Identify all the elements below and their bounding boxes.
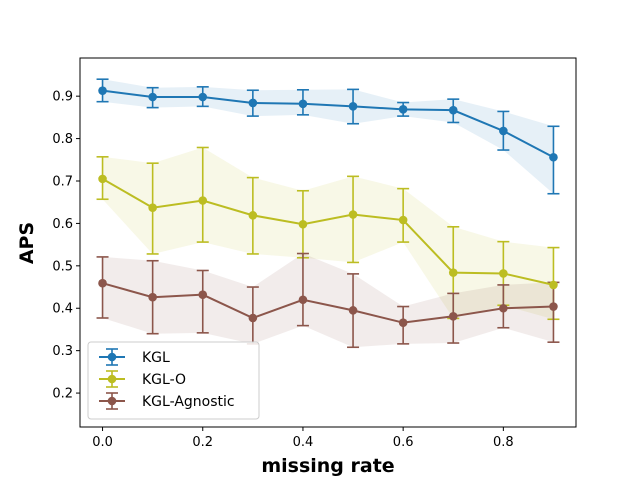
kgl-o-band: [102, 147, 554, 320]
plot-frame: [79, 57, 577, 428]
y-axis-title: APS: [16, 222, 38, 264]
y-tick-label: 0.7: [52, 175, 73, 190]
series-lines: [102, 89, 554, 324]
x-tick-label: 0.6: [393, 435, 414, 450]
legend-entry-kgl: KGL: [99, 348, 170, 366]
confidence-bands: [102, 79, 554, 348]
kgl-point: [98, 86, 107, 95]
kgl-o-line: [102, 178, 554, 286]
kgl-agnostic-point: [348, 306, 358, 315]
kgl-point: [549, 152, 558, 162]
kgl-o-point: [198, 196, 208, 205]
kgl-agnostic-errorbar: [196, 269, 209, 334]
legend-entry-kgl-agnostic: KGL-Agnostic: [99, 392, 235, 410]
kgl-o-errorbar: [397, 187, 410, 243]
kgl-agnostic-point: [198, 290, 208, 299]
kgl-agnostic-point: [248, 313, 258, 323]
kgl-o-point: [98, 174, 107, 184]
y-tick-label: 0.6: [52, 217, 73, 232]
kgl-agnostic-line: [102, 282, 554, 324]
kgl-agnostic-band: [102, 253, 554, 348]
legend: KGL KGL-O KGL-Agnostic: [87, 341, 260, 420]
kgl-agnostic-point: [148, 292, 157, 302]
kgl-line: [102, 89, 554, 159]
x-tick-label: 0.2: [192, 435, 213, 450]
kgl-o-point: [148, 203, 157, 213]
kgl-point: [398, 105, 408, 114]
y-tick-label: 0.3: [52, 344, 73, 359]
y-tick-label: 0.5: [52, 259, 73, 274]
kgl-band: [102, 79, 554, 194]
kgl-point: [348, 102, 358, 111]
legend-label: KGL: [142, 350, 170, 366]
x-tick-label: 0.0: [92, 435, 113, 450]
kgl-o-point: [398, 215, 408, 225]
kgl-o-point: [448, 268, 458, 277]
kgl-point: [298, 99, 308, 109]
kgl-agnostic-point: [448, 312, 458, 321]
kgl-o-point: [549, 280, 558, 290]
y-axis: 0.2 0.3 0.4 0.5 0.6 0.7 0.8 0.9: [52, 90, 80, 402]
kgl-o-errorbar: [196, 146, 209, 243]
kgl-point: [448, 105, 458, 115]
kgl-o-point: [248, 211, 258, 220]
y-tick-label: 0.2: [52, 387, 73, 402]
y-tick-label: 0.4: [52, 302, 73, 317]
kgl-o-point: [348, 210, 358, 219]
kgl-agnostic-point: [398, 318, 408, 327]
x-tick-label: 0.8: [493, 435, 514, 450]
kgl-agnostic-point: [298, 295, 308, 305]
legend-label: KGL-Agnostic: [142, 394, 235, 410]
kgl-point: [148, 92, 157, 102]
y-tick-label: 0.9: [52, 90, 73, 105]
legend-box: [87, 341, 260, 420]
x-tick-label: 0.4: [293, 435, 314, 450]
legend-entry-kgl-o: KGL-O: [99, 370, 186, 388]
kgl-point: [499, 126, 508, 136]
kgl-o-point: [499, 269, 508, 278]
kgl-agnostic-point: [98, 278, 107, 288]
x-axis-title: missing rate: [261, 455, 394, 477]
legend-label: KGL-O: [142, 372, 186, 388]
kgl-point: [248, 98, 258, 108]
kgl-o-errorbar: [347, 175, 360, 264]
y-tick-label: 0.8: [52, 132, 73, 147]
kgl-o-point: [298, 219, 308, 229]
series-points: [98, 86, 558, 327]
kgl-point: [198, 92, 208, 102]
kgl-agnostic-point: [499, 303, 508, 313]
kgl-agnostic-errorbar: [296, 252, 309, 327]
kgl-agnostic-point: [549, 302, 558, 311]
x-axis: 0.0 0.2 0.4 0.6 0.8: [92, 427, 514, 450]
